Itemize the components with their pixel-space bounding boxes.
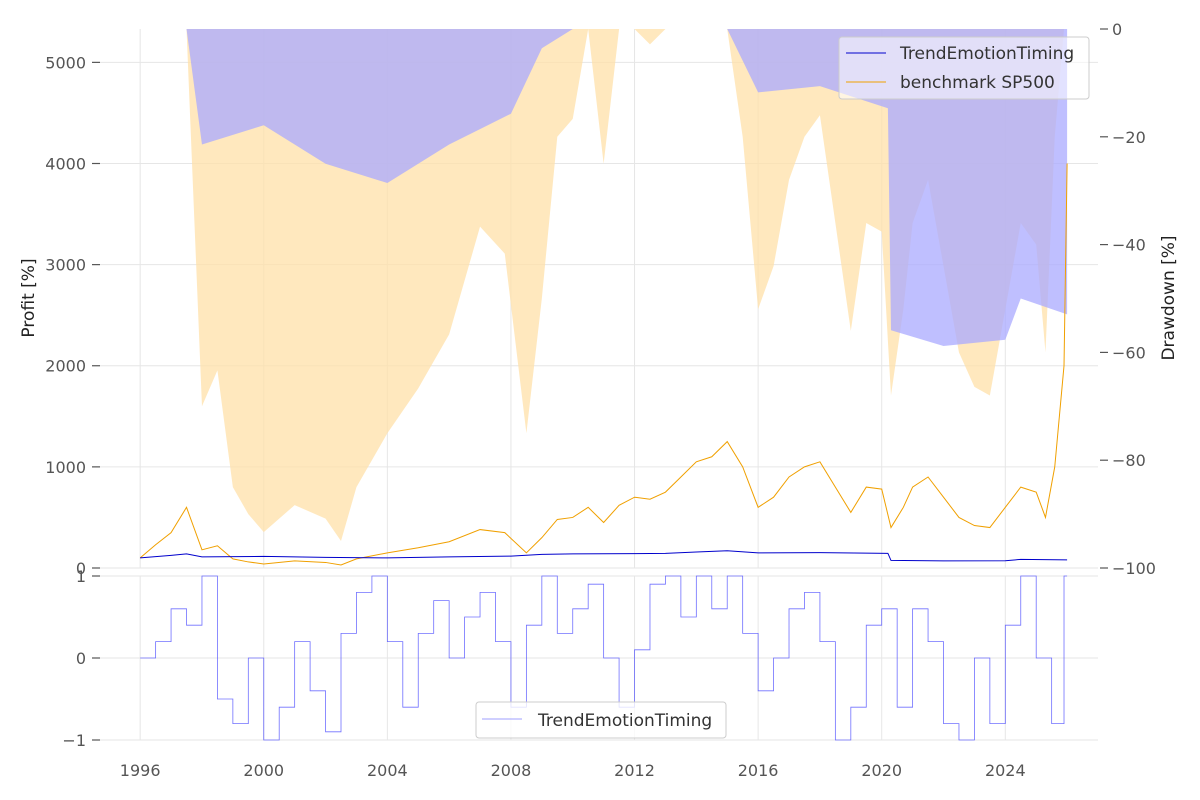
x-tick-label: 2024: [985, 761, 1026, 780]
bottom-legend: TrendEmotionTiming: [475, 701, 727, 739]
profit-tick-label: 1000: [45, 458, 86, 477]
profit-lines: [139, 163, 1068, 566]
x-ticks: 1996 2000 2004 2008 2012 2016 2020 2024: [120, 761, 1026, 780]
x-tick-label: 2016: [738, 761, 779, 780]
legend-signal-label: TrendEmotionTiming: [537, 711, 712, 731]
signal-y-ticks: −1 0 1: [62, 567, 100, 750]
x-tick-label: 2008: [491, 761, 532, 780]
profit-axis-label: Profit [%]: [19, 258, 39, 337]
profit-tick-label: 0: [76, 559, 86, 578]
timing-signal-panel: −1 0 1 1996 2000 2004 2008 2012 2016 2020 2024 Tr…: [62, 567, 1098, 780]
top-legend: TrendEmotionTiming benchmark SP500: [838, 36, 1090, 100]
signal-tick-label: 1: [76, 567, 86, 586]
x-tick-label: 2020: [861, 761, 902, 780]
drawdown-axis-label: Drawdown [%]: [1159, 235, 1179, 360]
x-tick-label: 2012: [614, 761, 655, 780]
legend-timing-label: TrendEmotionTiming: [899, 44, 1074, 64]
signal-tick-label: −1: [62, 731, 86, 750]
timing-signal-line: [140, 575, 1068, 741]
drawdown-areas: [140, 29, 1068, 542]
profit-tick-label: 2000: [45, 357, 86, 376]
drawdown-tick-label: −40: [1112, 236, 1146, 255]
drawdown-y-ticks: 0 −20 −40 −60 −80 −100: [1100, 20, 1156, 578]
signal-lines: [140, 575, 1068, 741]
timing-drawdown-area: [140, 29, 1068, 347]
signal-tick-label: 0: [76, 649, 86, 668]
drawdown-tick-label: −60: [1112, 343, 1146, 362]
x-tick-label: 2004: [367, 761, 408, 780]
drawdown-tick-label: −20: [1112, 128, 1146, 147]
x-tick-label: 1996: [120, 761, 161, 780]
profit-tick-label: 3000: [45, 256, 86, 275]
x-tick-label: 2000: [243, 761, 284, 780]
top-legend-box: [838, 36, 1090, 100]
drawdown-tick-label: 0: [1112, 20, 1122, 39]
profit-y-ticks: 0 1000 2000 3000 4000 5000: [45, 53, 100, 578]
trend-emotion-timing-line: [140, 550, 1068, 562]
legend-benchmark-label: benchmark SP500: [900, 73, 1055, 93]
drawdown-tick-label: −80: [1112, 451, 1146, 470]
profit-tick-label: 5000: [45, 53, 86, 72]
bottom-legend-box: [475, 701, 727, 739]
benchmark-sp500-line: [139, 163, 1068, 566]
drawdown-tick-label: −100: [1112, 559, 1156, 578]
profit-tick-label: 4000: [45, 154, 86, 173]
